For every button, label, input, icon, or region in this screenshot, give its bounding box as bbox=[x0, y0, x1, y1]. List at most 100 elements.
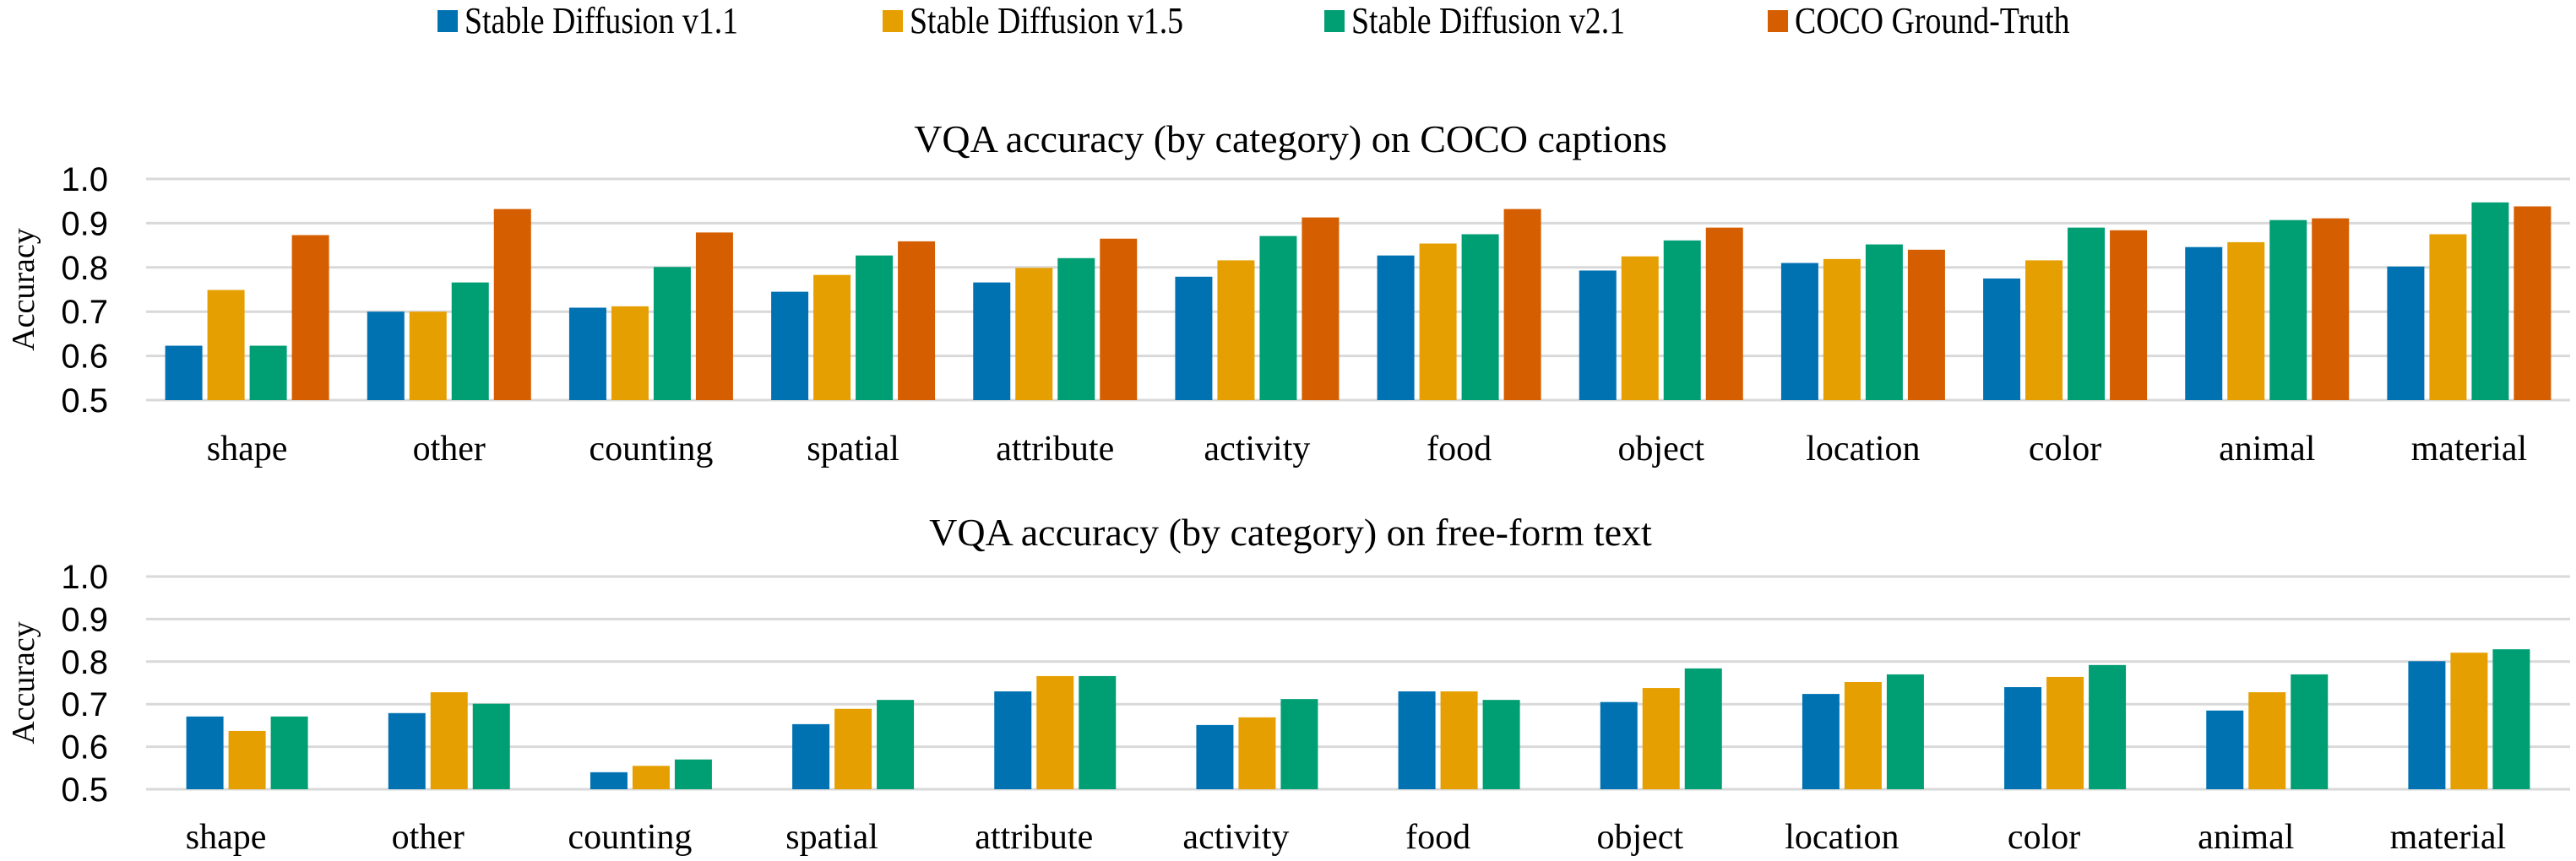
bar-object-stable-diffusion-v1-1 bbox=[1579, 270, 1617, 400]
y-tick-label: 1.0 bbox=[61, 161, 108, 198]
x-tick-label: animal bbox=[2219, 430, 2315, 468]
bar-counting-stable-diffusion-v2-1 bbox=[674, 759, 712, 789]
bar-object-stable-diffusion-v1-5 bbox=[1621, 256, 1659, 400]
bar-activity-stable-diffusion-v1-1 bbox=[1175, 276, 1213, 400]
x-tick-label: shape bbox=[207, 430, 288, 468]
x-tick-label: counting bbox=[589, 430, 713, 468]
bar-counting-stable-diffusion-v1-1 bbox=[590, 772, 628, 789]
x-tick-label: attribute bbox=[975, 818, 1093, 857]
bar-color-stable-diffusion-v1-1 bbox=[1983, 278, 2021, 400]
x-tick-label: object bbox=[1617, 430, 1704, 468]
legend-label: COCO Ground-Truth bbox=[1795, 0, 2070, 41]
legend-swatch-blue bbox=[437, 10, 458, 32]
bar-material-stable-diffusion-v1-1 bbox=[2387, 266, 2425, 400]
bar-attribute-coco-ground-truth bbox=[1100, 238, 1138, 400]
y-tick-labels: 0.5 0.6 0.7 0.8 0.9 1.0 bbox=[61, 559, 108, 809]
legend-item-sd-v1-5: Stable Diffusion v1.5 bbox=[883, 0, 1228, 42]
legend-swatch-orange bbox=[883, 10, 903, 32]
y-axis-label: Accuracy bbox=[6, 621, 41, 745]
bar-animal-stable-diffusion-v1-1 bbox=[2185, 246, 2223, 400]
y-axis-label: Accuracy bbox=[6, 228, 41, 351]
bar-shape-stable-diffusion-v2-1 bbox=[249, 345, 287, 400]
x-tick-label: spatial bbox=[785, 818, 878, 857]
bar-food-stable-diffusion-v2-1 bbox=[1461, 234, 1499, 400]
bar-attribute-stable-diffusion-v1-5 bbox=[1015, 268, 1053, 400]
y-tick-label: 0.7 bbox=[61, 294, 108, 331]
bar-counting-stable-diffusion-v1-1 bbox=[568, 307, 606, 400]
bar-other-stable-diffusion-v1-1 bbox=[367, 311, 405, 400]
legend-item-sd-v1-1: Stable Diffusion v1.1 bbox=[437, 0, 783, 42]
bar-spatial-stable-diffusion-v1-1 bbox=[792, 723, 830, 789]
legend-swatch-green bbox=[1324, 10, 1345, 32]
bar-color-stable-diffusion-v1-5 bbox=[2046, 676, 2084, 789]
bar-material-stable-diffusion-v1-5 bbox=[2450, 653, 2488, 789]
bars bbox=[165, 202, 2552, 400]
x-tick-label: object bbox=[1596, 818, 1683, 857]
y-tick-label: 0.8 bbox=[61, 644, 108, 681]
x-tick-label: location bbox=[1806, 430, 1920, 468]
bar-spatial-stable-diffusion-v2-1 bbox=[856, 255, 894, 400]
bar-counting-stable-diffusion-v1-5 bbox=[632, 766, 670, 789]
bar-material-stable-diffusion-v2-1 bbox=[2471, 202, 2509, 400]
bar-animal-stable-diffusion-v2-1 bbox=[2269, 219, 2307, 400]
bar-location-coco-ground-truth bbox=[1907, 249, 1945, 400]
gridlines bbox=[146, 575, 2570, 791]
x-tick-label: counting bbox=[568, 818, 692, 857]
bar-animal-stable-diffusion-v1-5 bbox=[2227, 241, 2265, 400]
y-tick-label: 0.9 bbox=[61, 205, 108, 242]
bar-other-stable-diffusion-v2-1 bbox=[451, 282, 489, 400]
bar-object-stable-diffusion-v1-1 bbox=[1600, 701, 1638, 789]
bar-food-stable-diffusion-v2-1 bbox=[1482, 700, 1520, 789]
x-tick-labels: shape other counting spatial attribute activi… bbox=[207, 430, 2527, 468]
bar-location-stable-diffusion-v1-5 bbox=[1823, 258, 1861, 400]
bar-activity-coco-ground-truth bbox=[1302, 217, 1340, 400]
x-tick-label: material bbox=[2411, 430, 2528, 468]
legend-swatch-red bbox=[1768, 10, 1788, 32]
bar-activity-stable-diffusion-v1-5 bbox=[1217, 260, 1255, 400]
bar-food-stable-diffusion-v1-5 bbox=[1440, 691, 1478, 789]
y-tick-label: 0.5 bbox=[61, 772, 108, 809]
bar-object-stable-diffusion-v2-1 bbox=[1684, 668, 1722, 789]
bar-counting-coco-ground-truth bbox=[695, 232, 733, 400]
bar-shape-stable-diffusion-v1-5 bbox=[228, 730, 266, 789]
legend-label: Stable Diffusion v1.5 bbox=[910, 0, 1184, 41]
x-tick-label: food bbox=[1405, 818, 1470, 857]
x-tick-label: shape bbox=[186, 818, 267, 857]
y-tick-label: 0.8 bbox=[61, 250, 108, 287]
x-tick-label: other bbox=[413, 430, 486, 468]
bar-color-stable-diffusion-v2-1 bbox=[2068, 227, 2106, 400]
bar-other-stable-diffusion-v1-5 bbox=[430, 692, 468, 789]
bar-shape-stable-diffusion-v1-1 bbox=[165, 345, 203, 400]
legend-label: Stable Diffusion v1.1 bbox=[465, 0, 739, 41]
bar-food-stable-diffusion-v1-5 bbox=[1419, 243, 1457, 400]
x-tick-label: other bbox=[392, 818, 465, 857]
bar-counting-stable-diffusion-v1-5 bbox=[611, 306, 649, 400]
bar-location-stable-diffusion-v1-1 bbox=[1780, 263, 1818, 400]
bars bbox=[186, 649, 2530, 789]
y-tick-labels: 0.5 0.6 0.7 0.8 0.9 1.0 bbox=[61, 161, 108, 420]
bar-counting-stable-diffusion-v2-1 bbox=[653, 267, 691, 400]
legend-item-sd-v2-1: Stable Diffusion v2.1 bbox=[1324, 0, 1670, 42]
bar-other-coco-ground-truth bbox=[493, 208, 531, 400]
x-tick-label: activity bbox=[1182, 818, 1289, 857]
bar-color-stable-diffusion-v1-1 bbox=[2004, 687, 2042, 789]
chart-title: VQA accuracy (by category) on free-form … bbox=[929, 511, 1652, 554]
bar-other-stable-diffusion-v1-5 bbox=[409, 311, 447, 400]
bar-material-stable-diffusion-v1-5 bbox=[2429, 234, 2467, 400]
bar-spatial-stable-diffusion-v1-5 bbox=[834, 708, 872, 789]
bar-location-stable-diffusion-v1-1 bbox=[1802, 694, 1840, 789]
bar-shape-stable-diffusion-v1-5 bbox=[207, 290, 245, 400]
bar-spatial-stable-diffusion-v2-1 bbox=[877, 700, 915, 789]
legend-label: Stable Diffusion v2.1 bbox=[1351, 0, 1626, 41]
chart-free-form-text: VQA accuracy (by category) on free-form … bbox=[6, 511, 2570, 857]
bar-animal-stable-diffusion-v1-5 bbox=[2248, 692, 2286, 789]
chart-title: VQA accuracy (by category) on COCO capti… bbox=[914, 117, 1667, 160]
bar-attribute-stable-diffusion-v1-1 bbox=[973, 282, 1011, 400]
bar-attribute-stable-diffusion-v1-1 bbox=[994, 691, 1032, 789]
bar-color-coco-ground-truth bbox=[2110, 230, 2148, 400]
x-tick-label: material bbox=[2390, 818, 2507, 857]
y-tick-label: 0.6 bbox=[61, 729, 108, 766]
y-tick-label: 0.5 bbox=[61, 382, 108, 420]
legend-item-coco-gt: COCO Ground-Truth bbox=[1768, 0, 2115, 42]
